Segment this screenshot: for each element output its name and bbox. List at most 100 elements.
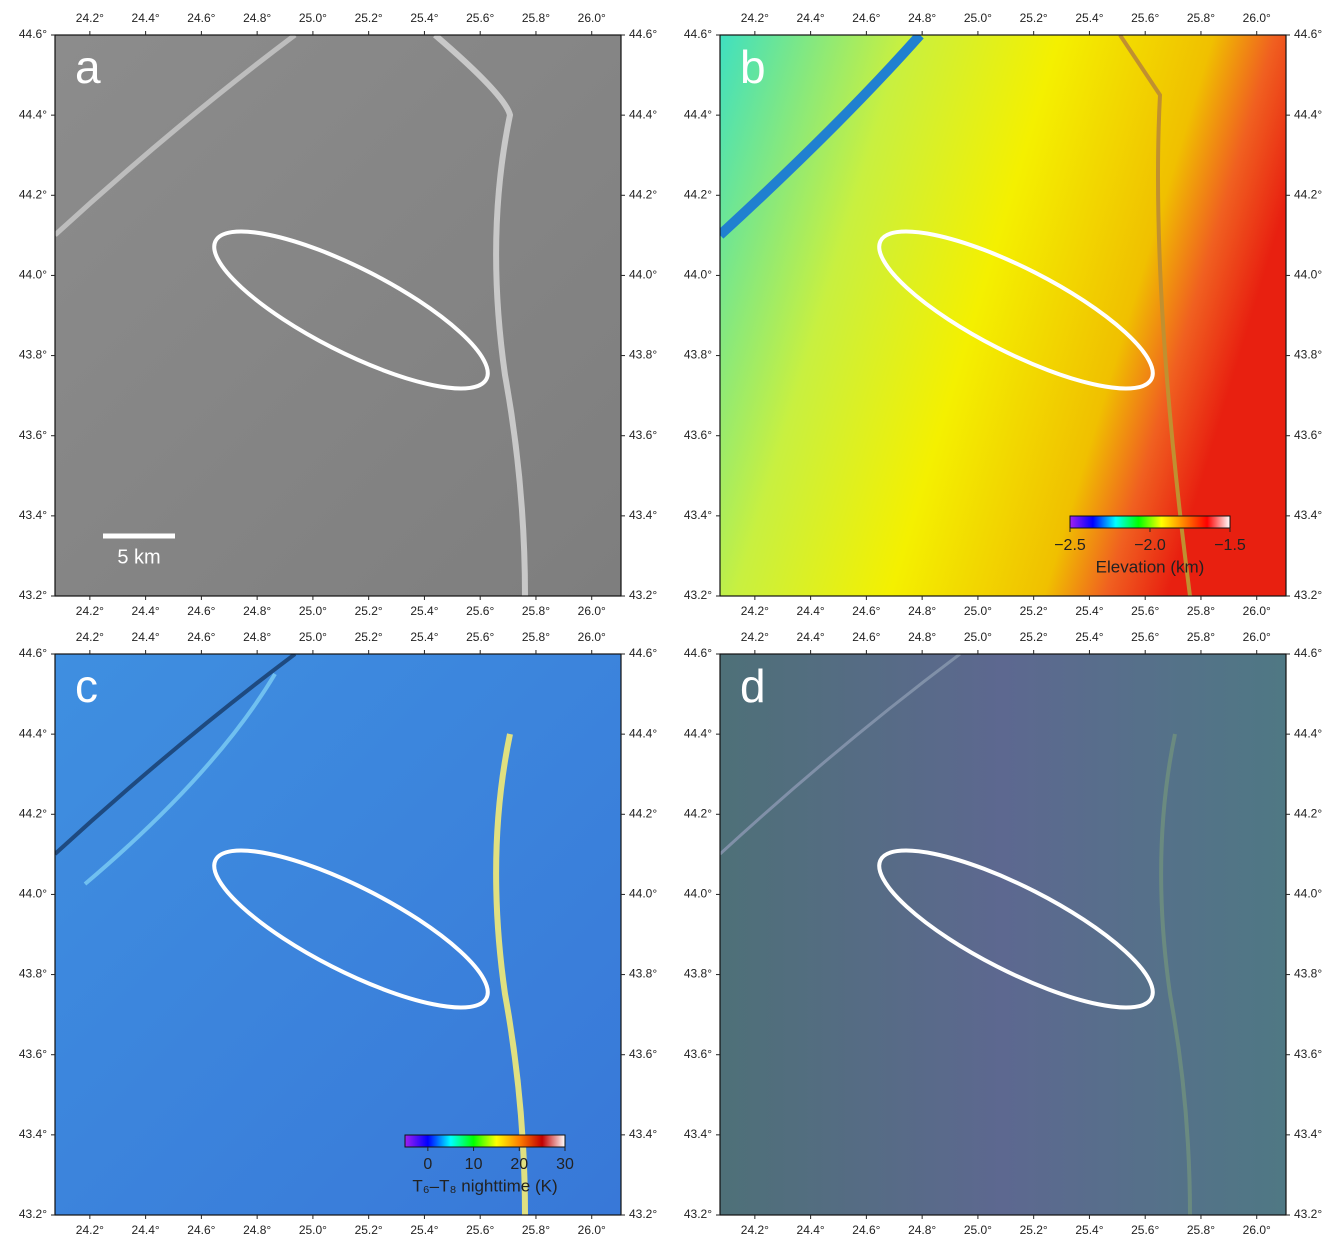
y-tick-label: 44.0°	[1294, 887, 1322, 901]
terrain-feature	[1118, 35, 1192, 596]
y-tick-label: 43.6°	[1294, 428, 1322, 442]
x-tick-label: 24.2°	[741, 1223, 769, 1237]
colorbar-tick-label: 30	[556, 1156, 574, 1173]
y-tick-label: 43.2°	[1294, 588, 1322, 602]
x-tick-label: 25.6°	[466, 604, 494, 618]
x-tick-label: 24.6°	[187, 630, 215, 644]
y-tick-label: 44.0°	[684, 887, 712, 901]
terrain-feature	[55, 654, 297, 856]
y-tick-label: 44.4°	[19, 107, 47, 121]
x-tick-label: 25.8°	[1187, 604, 1215, 618]
x-tick-label: 25.6°	[1131, 604, 1159, 618]
y-tick-label: 43.4°	[1294, 1127, 1322, 1141]
frame	[719, 34, 1287, 597]
y-tick-label: 43.4°	[19, 508, 47, 522]
y-tick-label: 43.8°	[629, 967, 657, 981]
y-tick-label: 44.6°	[629, 646, 657, 660]
y-tick-label: 44.4°	[19, 726, 47, 740]
y-tick-label: 43.8°	[19, 348, 47, 362]
frame	[719, 653, 1287, 1216]
study-region	[212, 848, 490, 1010]
x-tick-label: 25.0°	[964, 1223, 992, 1237]
y-tick-label: 43.4°	[629, 1127, 657, 1141]
x-tick-label: 26.0°	[578, 1223, 606, 1237]
x-tick-label: 24.4°	[797, 1223, 825, 1237]
map-image	[55, 35, 621, 596]
x-tick-label: 26.0°	[1243, 1223, 1271, 1237]
terrain-feature	[433, 35, 528, 596]
y-tick-label: 44.2°	[1294, 806, 1322, 820]
x-tick-label: 25.2°	[355, 1223, 383, 1237]
x-tick-label: 25.2°	[1020, 604, 1048, 618]
panel-letter: b	[740, 41, 766, 93]
panel-letter: c	[75, 660, 98, 712]
x-tick-label: 24.8°	[243, 11, 271, 25]
x-tick-label: 25.2°	[1020, 630, 1048, 644]
map-panel: 24.2° 24.2° 24.4° 24.4° 24.6° 24.6° 24.8° 24.8°…	[19, 630, 658, 1237]
panel-letter: a	[75, 41, 101, 93]
y-tick-label: 43.8°	[684, 967, 712, 981]
y-tick-label: 44.2°	[19, 187, 47, 201]
y-tick-label: 44.0°	[19, 887, 47, 901]
features	[720, 35, 1192, 596]
y-tick-label: 44.6°	[1294, 646, 1322, 660]
study-region	[212, 229, 490, 391]
x-tick-label: 26.0°	[578, 604, 606, 618]
x-tick-label: 25.8°	[522, 11, 550, 25]
x-tick-label: 25.4°	[410, 630, 438, 644]
x-tick-label: 24.4°	[797, 11, 825, 25]
x-tick-label: 25.2°	[355, 11, 383, 25]
y-tick-label: 43.6°	[629, 1047, 657, 1061]
terrain-feature	[55, 35, 297, 237]
x-tick-label: 24.8°	[243, 1223, 271, 1237]
x-tick-label: 25.4°	[1075, 604, 1103, 618]
x-tick-label: 24.2°	[76, 604, 104, 618]
x-tick-label: 24.4°	[132, 630, 160, 644]
x-tick-label: 24.6°	[852, 630, 880, 644]
x-tick-label: 25.8°	[1187, 11, 1215, 25]
terrain-feature	[1159, 733, 1192, 1215]
colorbar-label: Elevation (km)	[1096, 557, 1205, 576]
x-tick-label: 24.8°	[908, 1223, 936, 1237]
y-tick-label: 44.6°	[629, 27, 657, 41]
y-tick-label: 43.6°	[684, 1047, 712, 1061]
y-tick-label: 43.2°	[629, 588, 657, 602]
map-panel: 24.2° 24.2° 24.4° 24.4° 24.6° 24.6° 24.8° 24.8°…	[684, 11, 1323, 618]
y-tick-label: 43.4°	[684, 508, 712, 522]
x-tick-label: 26.0°	[578, 630, 606, 644]
y-tick-label: 43.2°	[1294, 1207, 1322, 1221]
x-tick-label: 25.8°	[1187, 1223, 1215, 1237]
scale-bar-label: 5 km	[117, 546, 160, 568]
y-tick-label: 43.4°	[1294, 508, 1322, 522]
features	[720, 654, 1192, 1215]
y-tick-label: 43.6°	[629, 428, 657, 442]
y-tick-label: 43.4°	[629, 508, 657, 522]
study-region	[877, 848, 1155, 1010]
frame	[54, 34, 622, 597]
y-tick-label: 43.8°	[1294, 348, 1322, 362]
y-tick-label: 44.0°	[684, 268, 712, 282]
x-tick-label: 25.4°	[410, 604, 438, 618]
terrain-feature	[720, 654, 961, 856]
colorbar	[404, 1134, 566, 1148]
y-tick-label: 44.4°	[1294, 726, 1322, 740]
x-tick-label: 25.8°	[522, 604, 550, 618]
colorbar-tick-label: 0	[423, 1156, 432, 1173]
x-tick-label: 25.6°	[1131, 11, 1159, 25]
x-tick-label: 25.0°	[299, 630, 327, 644]
x-tick-label: 24.8°	[908, 11, 936, 25]
x-tick-label: 25.2°	[355, 630, 383, 644]
y-tick-label: 44.2°	[1294, 187, 1322, 201]
x-tick-label: 24.6°	[852, 1223, 880, 1237]
y-tick-label: 43.8°	[19, 967, 47, 981]
map-image	[720, 35, 1286, 596]
x-tick-label: 25.8°	[522, 630, 550, 644]
x-tick-label: 24.8°	[243, 604, 271, 618]
map-panel: 24.2° 24.2° 24.4° 24.4° 24.6° 24.6° 24.8° 24.8°…	[684, 630, 1323, 1237]
x-tick-label: 25.8°	[522, 1223, 550, 1237]
y-tick-label: 43.8°	[629, 348, 657, 362]
panel-letter: d	[740, 660, 766, 712]
x-tick-label: 24.8°	[908, 630, 936, 644]
x-tick-label: 24.4°	[132, 11, 160, 25]
y-tick-label: 44.6°	[684, 646, 712, 660]
